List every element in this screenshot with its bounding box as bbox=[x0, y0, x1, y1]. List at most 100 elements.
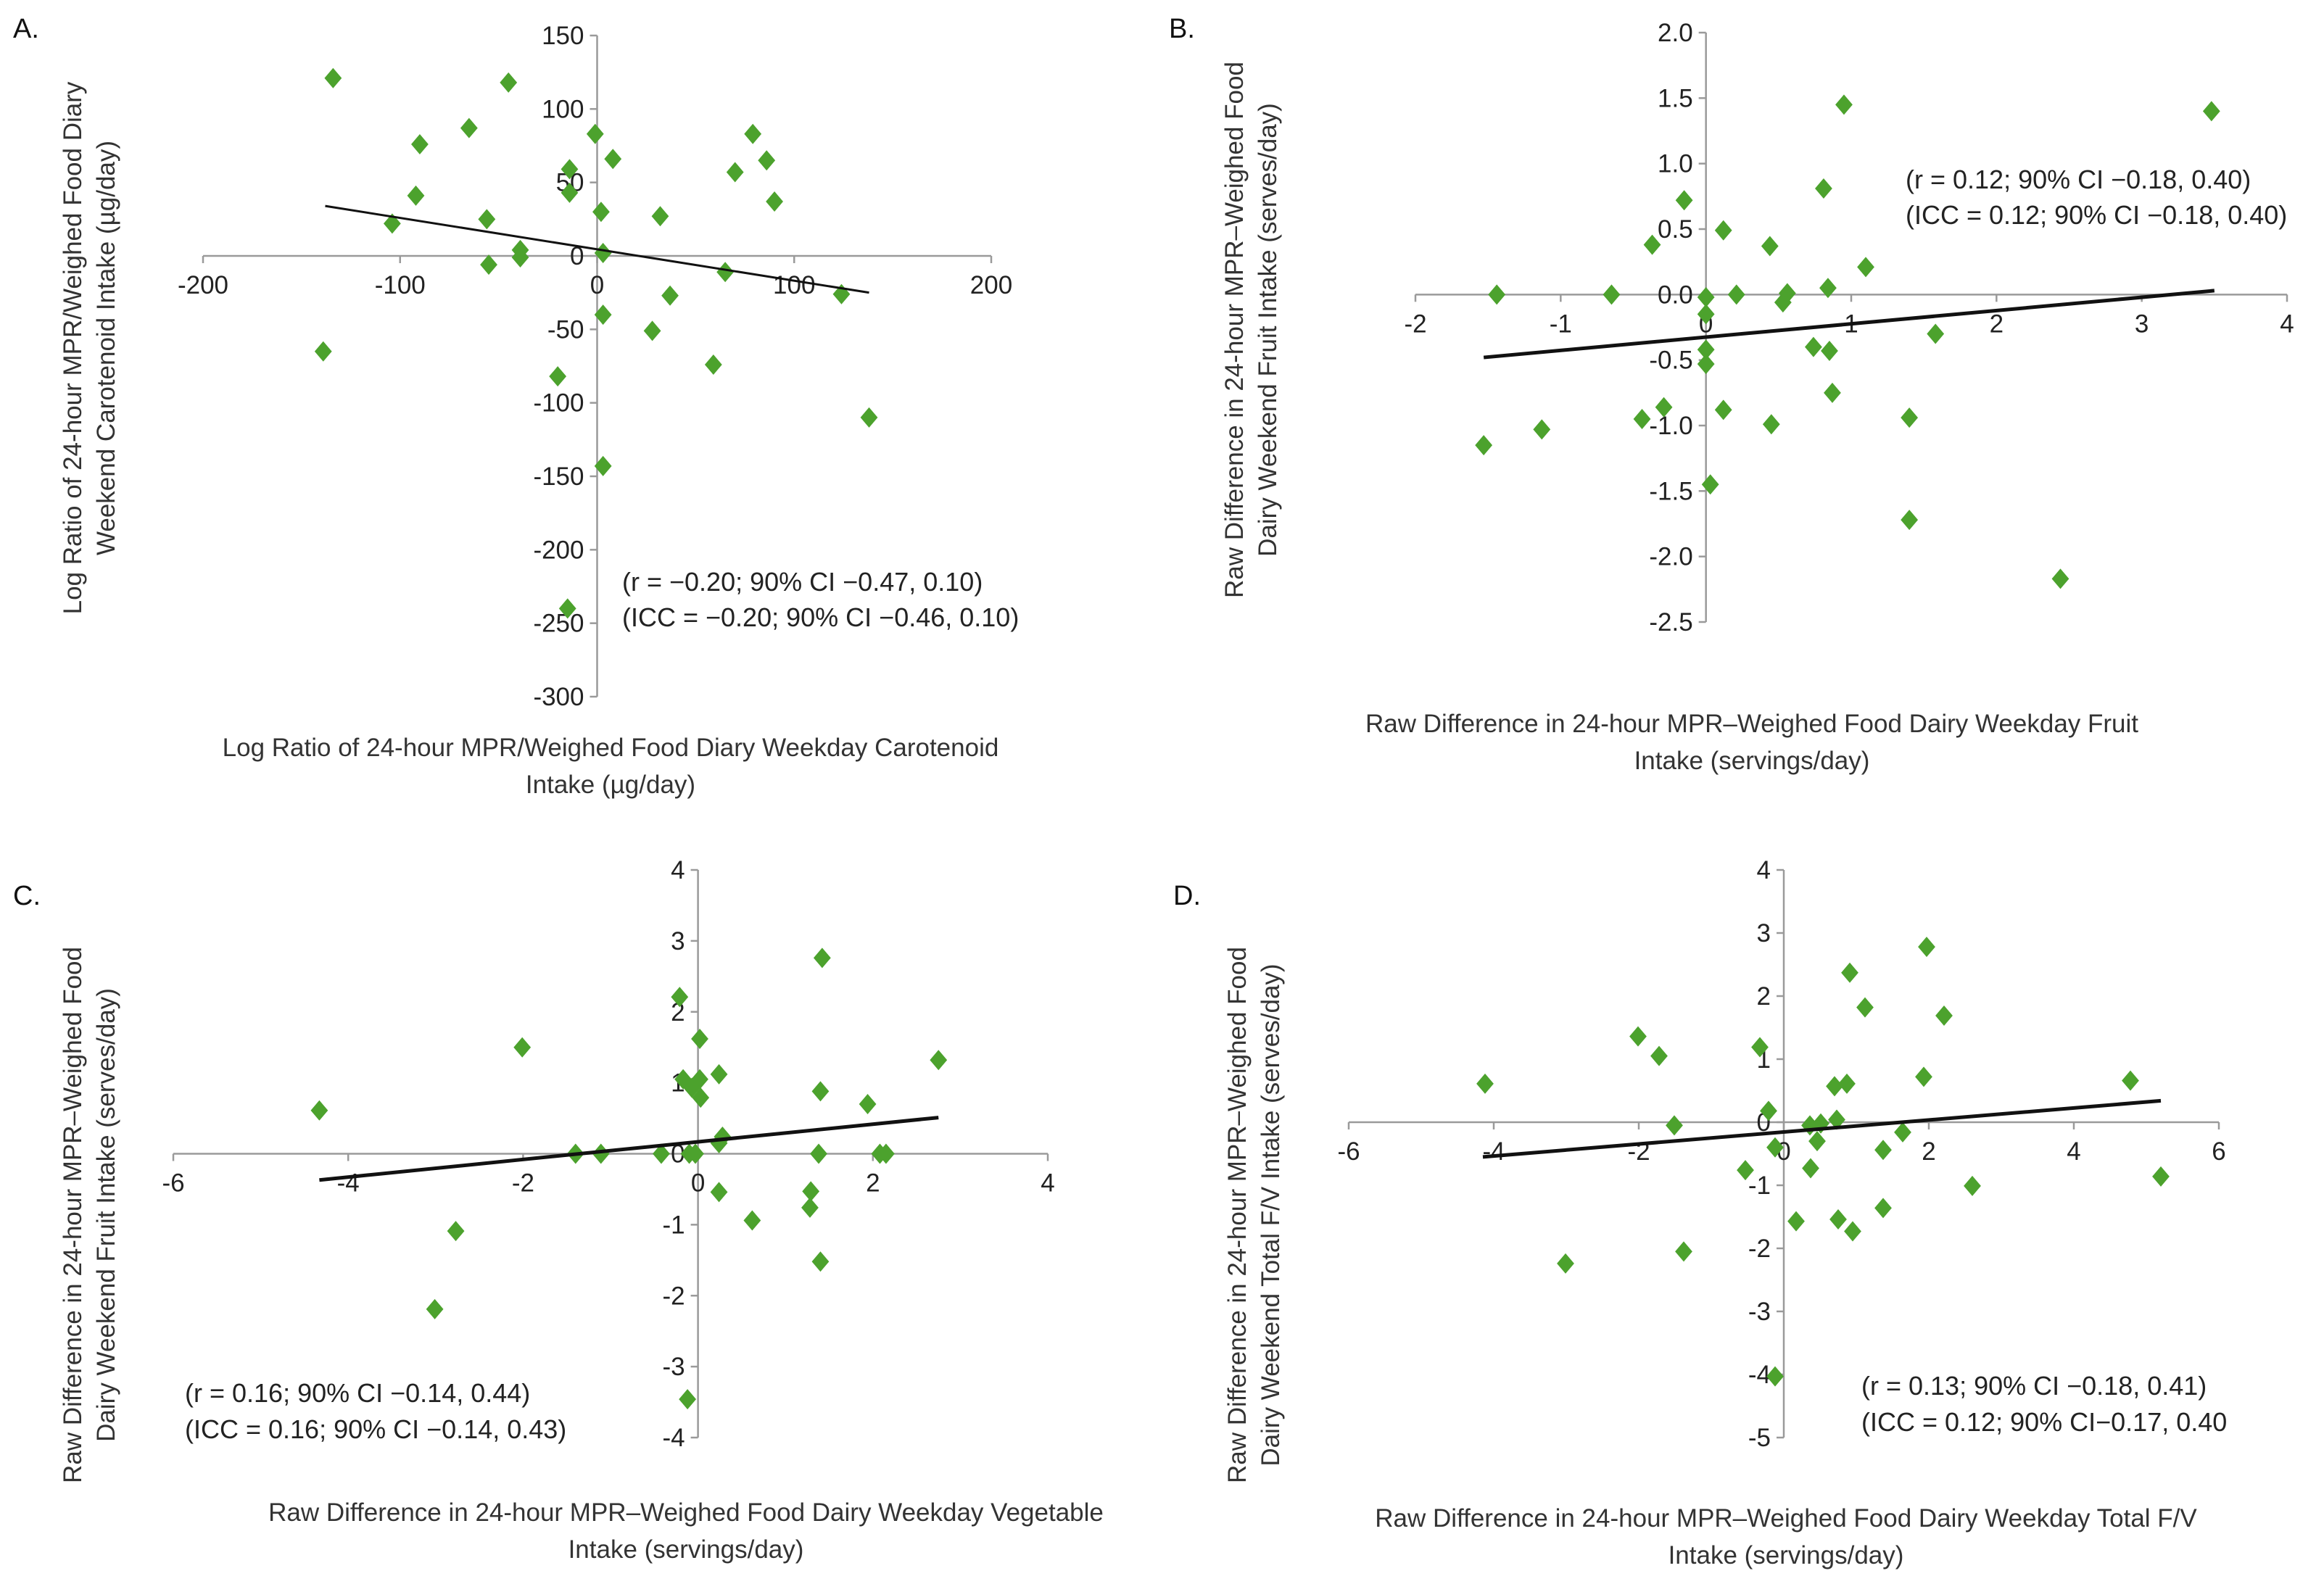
data-point bbox=[1737, 1160, 1754, 1181]
x-tick-label: -100 bbox=[375, 271, 426, 299]
y-axis-title: Log Ratio of 24-hour MPR/Weighed Food Di… bbox=[59, 81, 87, 614]
y-tick-label: -3 bbox=[1748, 1298, 1771, 1326]
data-point bbox=[1714, 220, 1732, 241]
y-axis-title: Weekend Carotenoid Intake (µg/day) bbox=[92, 141, 120, 555]
data-point bbox=[758, 150, 776, 171]
x-tick-label: 2 bbox=[1922, 1137, 1935, 1166]
x-tick-label: -4 bbox=[337, 1169, 360, 1198]
data-point bbox=[1874, 1198, 1892, 1219]
y-tick-label: 100 bbox=[542, 95, 584, 123]
y-tick-label: -100 bbox=[533, 389, 584, 418]
y-tick-label: 150 bbox=[542, 22, 584, 50]
data-point bbox=[1727, 284, 1745, 305]
y-axis-title: Dairy Weekend Total F/V Intake (serves/d… bbox=[1257, 963, 1285, 1466]
data-point bbox=[1643, 234, 1661, 255]
y-tick-label: 3 bbox=[671, 927, 685, 955]
data-point bbox=[1675, 190, 1693, 211]
data-point bbox=[1824, 382, 1841, 403]
x-tick-label: 2 bbox=[1990, 310, 2003, 338]
y-axis-title: Dairy Weekend Fruit Intake (serves/day) bbox=[1254, 103, 1282, 557]
data-point bbox=[766, 191, 783, 212]
data-point bbox=[813, 948, 831, 969]
data-point bbox=[1901, 510, 1919, 531]
y-tick-label: -2.5 bbox=[1649, 608, 1692, 636]
correlation-annotation: (ICC = −0.20; 90% CI −0.46, 0.10) bbox=[622, 602, 1019, 632]
y-tick-label: -2 bbox=[1748, 1235, 1771, 1263]
y-tick-label: -150 bbox=[533, 463, 584, 491]
panel-label: D. bbox=[1173, 881, 1201, 911]
x-tick-label: -6 bbox=[1337, 1137, 1360, 1166]
data-point bbox=[513, 1037, 532, 1058]
data-point bbox=[687, 1143, 704, 1164]
data-point bbox=[1826, 1076, 1843, 1097]
data-point bbox=[1533, 419, 1551, 440]
data-point bbox=[1761, 236, 1779, 257]
x-tick-label: 2 bbox=[866, 1169, 880, 1198]
data-point bbox=[810, 1143, 827, 1164]
trend-line bbox=[325, 204, 869, 294]
data-point bbox=[1751, 1037, 1769, 1058]
x-tick-label: 4 bbox=[1041, 1169, 1054, 1198]
data-point bbox=[411, 133, 429, 154]
data-point bbox=[643, 320, 661, 341]
data-point bbox=[1808, 1131, 1826, 1152]
y-tick-label: 3 bbox=[1757, 919, 1771, 948]
panel-b: -2-1012342.01.51.00.50.0-0.5-1.0-1.5-2.0… bbox=[1169, 14, 2294, 775]
data-point bbox=[1819, 278, 1837, 299]
data-point bbox=[801, 1197, 819, 1218]
data-point bbox=[1762, 414, 1780, 435]
data-point bbox=[2152, 1166, 2170, 1187]
data-point bbox=[1935, 1005, 1953, 1026]
data-point bbox=[716, 262, 735, 283]
x-tick-label: -2 bbox=[512, 1169, 534, 1198]
x-axis-title: Intake (servings/day) bbox=[1634, 747, 1870, 775]
data-point bbox=[594, 242, 612, 263]
data-point bbox=[1633, 408, 1651, 429]
correlation-annotation: (r = 0.13; 90% CI −0.18, 0.41) bbox=[1861, 1371, 2207, 1401]
data-point bbox=[1476, 1073, 1494, 1094]
data-point bbox=[1964, 1175, 1981, 1196]
y-tick-label: -300 bbox=[533, 683, 584, 711]
data-point bbox=[426, 1298, 444, 1319]
data-point bbox=[2202, 101, 2220, 122]
data-point bbox=[1918, 937, 1935, 958]
data-point bbox=[1701, 474, 1719, 495]
x-tick-label: 4 bbox=[2067, 1137, 2080, 1166]
y-tick-label: 4 bbox=[671, 856, 685, 884]
data-point bbox=[1894, 1121, 1911, 1143]
data-point bbox=[1697, 354, 1715, 375]
data-point bbox=[586, 123, 604, 144]
y-tick-label: 1.0 bbox=[1658, 150, 1693, 178]
data-point bbox=[811, 1081, 830, 1102]
x-axis-title: Raw Difference in 24-hour MPR–Weighed Fo… bbox=[268, 1498, 1104, 1527]
data-point bbox=[692, 1087, 710, 1108]
data-point bbox=[802, 1181, 820, 1202]
data-point bbox=[671, 987, 689, 1008]
data-point bbox=[314, 341, 332, 362]
correlation-annotation: (r = 0.12; 90% CI −0.18, 0.40) bbox=[1906, 165, 2251, 194]
data-point bbox=[480, 254, 497, 275]
data-point bbox=[549, 366, 567, 387]
data-point bbox=[726, 162, 744, 183]
correlation-annotation: (r = 0.16; 90% CI −0.14, 0.44) bbox=[185, 1378, 530, 1408]
x-axis-title: Intake (µg/day) bbox=[526, 771, 695, 799]
data-point bbox=[1844, 1221, 1861, 1242]
x-axis-title: Intake (servings/day) bbox=[1668, 1541, 1904, 1570]
x-tick-label: -2 bbox=[1404, 310, 1426, 338]
data-point bbox=[1805, 336, 1822, 357]
data-point bbox=[594, 304, 612, 325]
data-point bbox=[1838, 1073, 1856, 1094]
x-tick-label: 4 bbox=[2280, 310, 2294, 338]
data-point bbox=[679, 1389, 697, 1410]
y-tick-label: -2.0 bbox=[1649, 543, 1692, 571]
x-axis-title: Log Ratio of 24-hour MPR/Weighed Food Di… bbox=[223, 734, 999, 762]
y-tick-label: -3 bbox=[662, 1353, 685, 1381]
x-axis-title: Intake (servings/day) bbox=[568, 1535, 804, 1564]
data-point bbox=[500, 72, 518, 93]
x-axis-title: Raw Difference in 24-hour MPR–Weighed Fo… bbox=[1375, 1504, 2197, 1533]
panel-label: C. bbox=[13, 881, 41, 911]
data-point bbox=[478, 209, 496, 230]
data-point bbox=[653, 1143, 670, 1164]
data-point bbox=[1655, 397, 1673, 418]
